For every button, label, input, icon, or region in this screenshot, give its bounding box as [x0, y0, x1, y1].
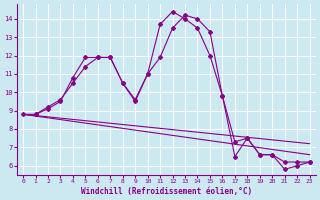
- X-axis label: Windchill (Refroidissement éolien,°C): Windchill (Refroidissement éolien,°C): [81, 187, 252, 196]
